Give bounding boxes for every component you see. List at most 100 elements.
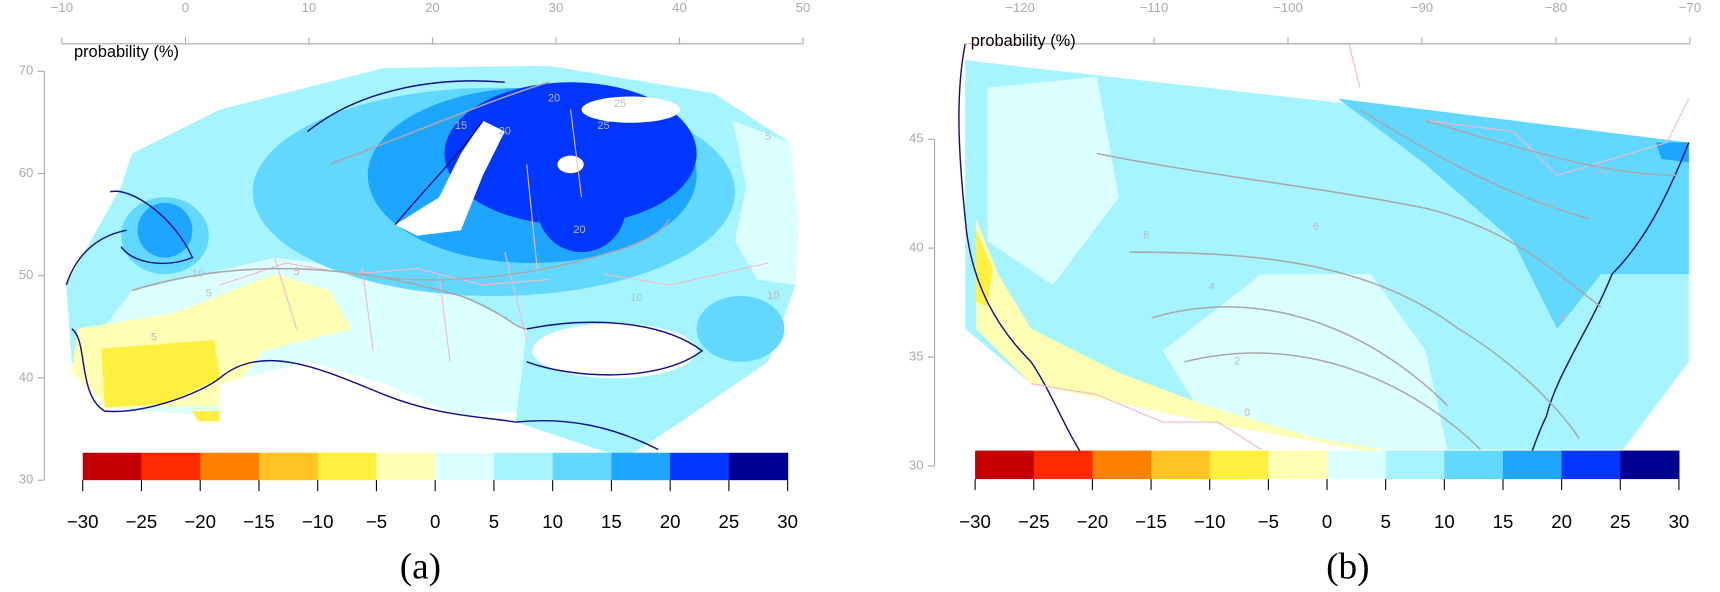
y-tick-label: 45 [909, 131, 924, 146]
contour [1096, 108, 1678, 451]
colorbar-swatch [1092, 450, 1152, 480]
contour-label: 20 [499, 125, 511, 137]
colorbar-tick-label: −15 [1135, 511, 1167, 532]
colorbar-swatch [1444, 450, 1504, 480]
contour-label: 10 [767, 290, 779, 302]
x-tick-label: 40 [672, 0, 687, 15]
colorbar-swatch [376, 452, 436, 481]
colorbar-tick-label: 5 [489, 511, 499, 532]
colorbar-swatch [435, 452, 495, 481]
field-blue [1337, 98, 1689, 329]
contour-label: 6 [1143, 230, 1149, 242]
colorbar-tick-label: 30 [777, 511, 798, 532]
field-yellow [976, 230, 993, 307]
colorbar-tick-label: 25 [1610, 511, 1631, 532]
colorbar-tick-label: 0 [1322, 511, 1332, 532]
field-pale [732, 120, 799, 286]
colorbar-swatch [1151, 450, 1211, 480]
colorbar-swatch [1209, 450, 1269, 480]
field-pale [1162, 274, 1448, 450]
sea [581, 96, 681, 123]
legend-title: probability (%) [971, 32, 1076, 50]
x-tick-label: −70 [1679, 0, 1701, 15]
colorbar-swatch [1561, 450, 1621, 480]
x-tick-label: 20 [425, 0, 440, 15]
borders [219, 109, 769, 362]
colorbar-swatch [975, 450, 1035, 480]
colorbar-swatch [1385, 450, 1445, 480]
x-tick-label: −80 [1545, 0, 1567, 15]
contour-label: 20 [548, 93, 560, 105]
colorbar-tick-label: 15 [601, 511, 622, 532]
colorbar-tick-label: 20 [660, 511, 681, 532]
y-tick-label: 70 [19, 63, 34, 78]
contour-label: 0 [1244, 407, 1250, 419]
sea [219, 361, 516, 439]
x-tick-label: 30 [549, 0, 564, 15]
sea [532, 323, 697, 379]
panel-caption: (a) [400, 547, 441, 588]
field-blue [137, 202, 193, 258]
contour-label: 10 [1542, 199, 1554, 211]
field-yellow [101, 339, 220, 408]
colorbar-tick-label: −5 [1258, 511, 1279, 532]
contour-label: 5 [151, 332, 157, 344]
colorbar-swatch [317, 452, 377, 481]
x-tick-label: −120 [1005, 0, 1035, 15]
sea [395, 120, 505, 236]
field-yellow [976, 219, 1382, 452]
colorbar-tick-label: 5 [1380, 511, 1390, 532]
y-tick-label: 30 [19, 472, 34, 487]
colorbar-tick-label: −10 [302, 511, 334, 532]
panel-caption: (b) [1326, 547, 1369, 588]
colorbar-tick-label: −10 [1194, 511, 1226, 532]
colorbar-tick-label: −30 [959, 511, 991, 532]
contour-label: 5 [765, 131, 771, 143]
contour-label: 6 [1313, 221, 1319, 233]
colorbar-swatch [728, 452, 789, 481]
x-tick-label: 10 [302, 0, 317, 15]
contour [131, 81, 670, 330]
colorbar-tick-label: 30 [1669, 511, 1690, 532]
contour-label: 15 [455, 120, 467, 132]
y-tick-label: 50 [19, 267, 34, 282]
contour-label: 12 [1595, 164, 1607, 176]
colorbar-swatch [141, 452, 201, 481]
colorbar-swatch [200, 452, 260, 481]
contour-label: 5 [293, 266, 299, 278]
sea [557, 155, 584, 174]
y-tick-label: 60 [19, 165, 34, 180]
colorbar-swatch [670, 452, 730, 481]
map-europe [65, 65, 799, 459]
coastline [65, 80, 704, 451]
contour-label: 8 [1560, 312, 1566, 324]
colorbar-swatch [493, 452, 554, 481]
field-blue [1655, 142, 1689, 163]
field-blue [696, 296, 785, 362]
contour-label: 10 [192, 268, 204, 280]
contour-label: 4 [1209, 281, 1215, 293]
contour-label: 2 [1234, 356, 1240, 368]
colorbar-tick-label: −5 [366, 511, 387, 532]
y-tick-label: 40 [909, 240, 924, 255]
contour-label: 20 [573, 224, 585, 236]
x-tick-label: −90 [1411, 0, 1433, 15]
colorbar-tick-label: 10 [542, 511, 563, 532]
colorbar-swatch [258, 452, 319, 481]
contour-label: 25 [597, 120, 609, 132]
x-tick-label: −10 [51, 0, 73, 15]
colorbar-swatch [1033, 450, 1093, 480]
y-tick-label: 30 [909, 457, 924, 472]
field-blue [537, 164, 626, 253]
x-tick-label: 0 [182, 0, 189, 15]
field-pale [987, 76, 1119, 286]
colorbar-swatch [1268, 450, 1328, 480]
colorbar-tick-label: −20 [1077, 511, 1109, 532]
coastline [958, 43, 1690, 472]
colorbar-swatch [611, 452, 671, 481]
colorbar-tick-label: −25 [126, 511, 158, 532]
colorbar-tick-label: 10 [1434, 511, 1455, 532]
x-tick-label: −110 [1140, 0, 1169, 15]
